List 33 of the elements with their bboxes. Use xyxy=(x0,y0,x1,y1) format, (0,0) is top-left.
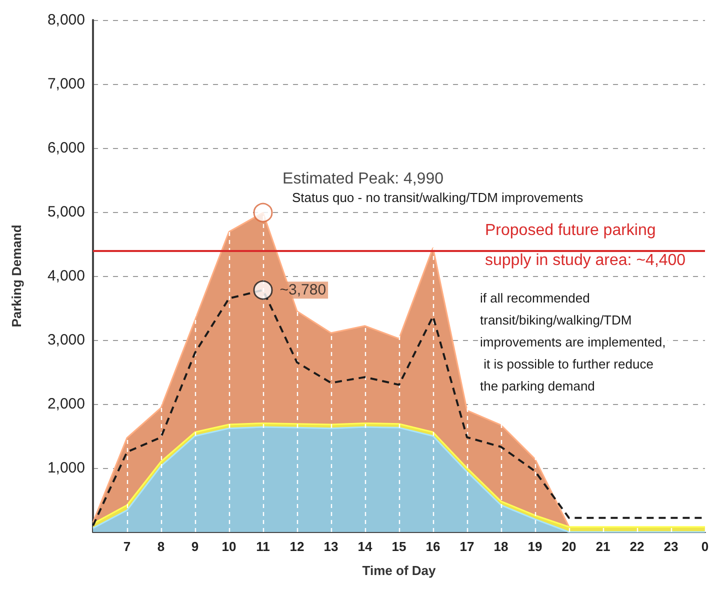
x-tick-label: 14 xyxy=(358,539,373,554)
y-tick-label: 6,000 xyxy=(47,140,85,156)
x-tick-label: 12 xyxy=(290,539,304,554)
x-tick-label: 16 xyxy=(426,539,440,554)
y-tick-label: 1,000 xyxy=(47,460,85,476)
x-tick-label: 20 xyxy=(562,539,576,554)
x-tick-label: 17 xyxy=(460,539,474,554)
y-tick-label: 8,000 xyxy=(47,12,85,28)
x-tick-label: 10 xyxy=(222,539,236,554)
y-tick-label: 3,000 xyxy=(47,332,85,348)
x-tick-label: 8 xyxy=(157,539,165,554)
x-tick-label: 23 xyxy=(664,539,678,554)
annotation: if all recommended transit/biking/walking/TDM improvements are implemented, it is possible to further reduce the parking demand xyxy=(480,290,666,394)
annotation: Status quo - no transit/walking/TDM improvements xyxy=(292,190,584,205)
x-tick-label: 7 xyxy=(123,539,131,554)
x-tick-label: 18 xyxy=(494,539,508,554)
y-tick-label: 7,000 xyxy=(47,76,85,92)
x-tick-label: 22 xyxy=(630,539,644,554)
y-axis-title: Parking Demand xyxy=(9,224,24,328)
x-tick-label: 19 xyxy=(528,539,542,554)
y-tick-label: 5,000 xyxy=(47,204,85,220)
x-tick-label: 0 xyxy=(701,539,709,554)
x-tick-label: 21 xyxy=(596,539,610,554)
x-tick-label: 11 xyxy=(256,539,270,554)
y-tick-label: 4,000 xyxy=(47,268,85,284)
x-axis-title: Time of Day xyxy=(362,563,436,578)
x-tick-label: 15 xyxy=(392,539,406,554)
y-tick-label: 2,000 xyxy=(47,396,85,412)
annotation: ~3,780 xyxy=(280,282,326,299)
ref-line-label: Proposed future parking supply in study area: ~4,400 xyxy=(485,222,686,269)
x-tick-label: 13 xyxy=(324,539,338,554)
x-tick-label: 9 xyxy=(191,539,199,554)
annotation: Estimated Peak: 4,990 xyxy=(282,170,444,188)
